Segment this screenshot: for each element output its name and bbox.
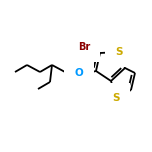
Text: O: O — [75, 68, 83, 78]
Text: S: S — [115, 47, 123, 57]
Text: S: S — [112, 93, 120, 103]
Text: Br: Br — [78, 42, 90, 52]
